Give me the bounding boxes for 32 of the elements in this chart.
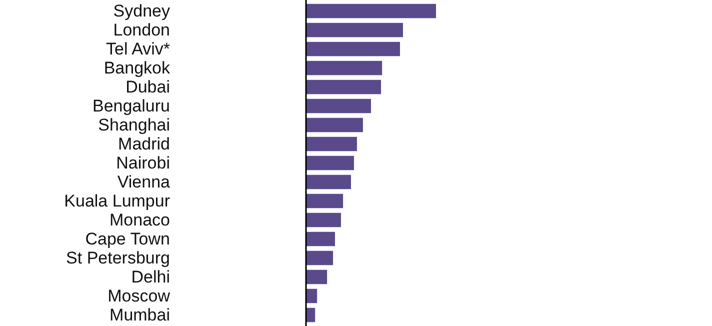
y-tick-label: St Petersburg	[66, 248, 170, 268]
bar	[306, 156, 354, 170]
bar	[306, 136, 357, 152]
y-tick-label: Kuala Lumpur	[64, 191, 170, 210]
bar	[306, 174, 351, 190]
bar	[306, 212, 341, 228]
bar	[306, 22, 403, 38]
bar	[306, 42, 400, 56]
y-tick-label: Madrid	[118, 134, 170, 154]
bar	[306, 4, 436, 18]
y-tick-label: Mumbai	[110, 305, 170, 324]
y-tick-label: Tel Aviv*	[106, 40, 170, 59]
y-tick-label: Cape Town	[85, 229, 170, 248]
y-tick-label: Delhi	[131, 267, 170, 286]
bar	[306, 98, 371, 114]
y-tick-label: Vienna	[117, 172, 171, 192]
bar	[306, 194, 344, 208]
y-tick-label: London	[113, 20, 170, 40]
y-tick-label: Moscow	[108, 286, 171, 306]
bar	[306, 80, 382, 94]
bar	[306, 232, 335, 246]
bar	[306, 60, 382, 76]
y-tick-label: Nairobi	[116, 154, 170, 172]
y-tick-label: Sydney	[113, 2, 170, 21]
bar	[306, 250, 334, 266]
y-tick-label: Monaco	[110, 210, 170, 230]
y-tick-label: Shanghai	[98, 116, 170, 135]
y-tick-label: Bengaluru	[92, 96, 170, 116]
y-tick-label: Dubai	[126, 78, 170, 97]
y-tick-label: Bangkok	[104, 58, 170, 78]
bar	[306, 118, 363, 132]
bar	[306, 270, 328, 284]
